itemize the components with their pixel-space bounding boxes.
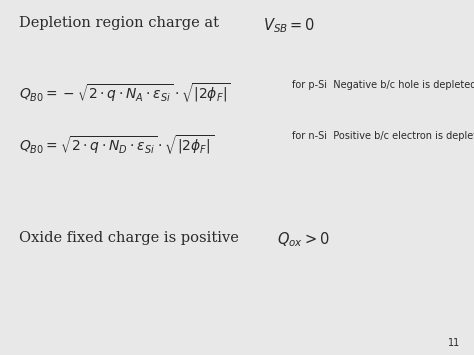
Text: 11: 11 <box>447 338 460 348</box>
Text: $Q_{B0} = \sqrt{2 \cdot q \cdot N_D \cdot \varepsilon_{Si}} \cdot \sqrt{|2\phi_F: $Q_{B0} = \sqrt{2 \cdot q \cdot N_D \cdo… <box>19 133 214 157</box>
Text: $Q_{ox} > 0$: $Q_{ox} > 0$ <box>277 231 330 250</box>
Text: for p-Si  Negative b/c hole is depleted: for p-Si Negative b/c hole is depleted <box>292 80 474 90</box>
Text: Depletion region charge at: Depletion region charge at <box>19 16 224 30</box>
Text: $V_{SB} = 0$: $V_{SB} = 0$ <box>263 16 315 35</box>
Text: for n-Si  Positive b/c electron is depleted: for n-Si Positive b/c electron is deplet… <box>292 131 474 141</box>
Text: Oxide fixed charge is positive: Oxide fixed charge is positive <box>19 231 244 245</box>
Text: $Q_{B0} = -\sqrt{2 \cdot q \cdot N_A \cdot \varepsilon_{Si}} \cdot \sqrt{|2\phi_: $Q_{B0} = -\sqrt{2 \cdot q \cdot N_A \cd… <box>19 82 230 105</box>
